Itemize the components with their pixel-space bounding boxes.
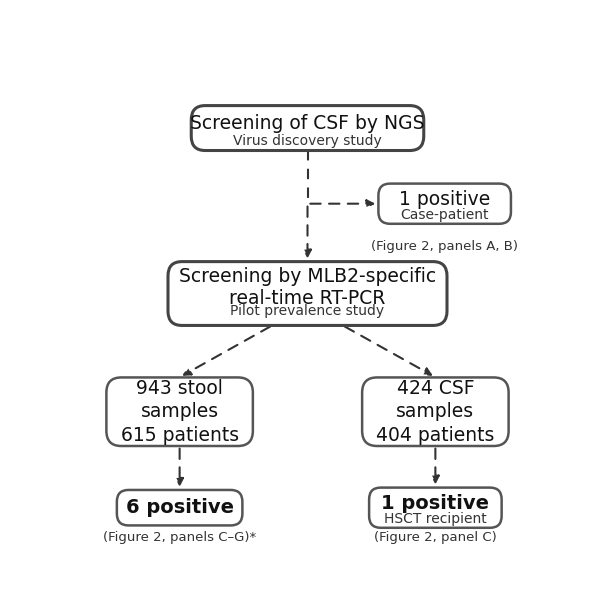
FancyBboxPatch shape [369, 488, 502, 528]
Text: (Figure 2, panels A, B): (Figure 2, panels A, B) [371, 239, 518, 253]
FancyBboxPatch shape [106, 378, 253, 446]
Text: 424 CSF
samples
404 patients: 424 CSF samples 404 patients [376, 379, 494, 445]
FancyBboxPatch shape [168, 262, 447, 325]
FancyBboxPatch shape [117, 490, 242, 526]
Text: Pilot prevalence study: Pilot prevalence study [230, 305, 385, 319]
Text: Virus discovery study: Virus discovery study [233, 134, 382, 147]
FancyBboxPatch shape [362, 378, 509, 446]
FancyBboxPatch shape [191, 106, 424, 150]
Text: Case-patient: Case-patient [400, 208, 489, 222]
Text: 6 positive: 6 positive [125, 498, 233, 517]
Text: (Figure 2, panel C): (Figure 2, panel C) [374, 530, 497, 543]
Text: Screening of CSF by NGS: Screening of CSF by NGS [190, 114, 425, 133]
Text: 943 stool
samples
615 patients: 943 stool samples 615 patients [121, 379, 239, 445]
Text: HSCT recipient: HSCT recipient [384, 512, 487, 526]
Text: 1 positive: 1 positive [399, 190, 490, 209]
Text: 1 positive: 1 positive [382, 494, 490, 513]
Text: Screening by MLB2-specific
real-time RT-PCR: Screening by MLB2-specific real-time RT-… [179, 266, 436, 308]
Text: (Figure 2, panels C–G)*: (Figure 2, panels C–G)* [103, 530, 256, 543]
FancyBboxPatch shape [379, 184, 511, 223]
